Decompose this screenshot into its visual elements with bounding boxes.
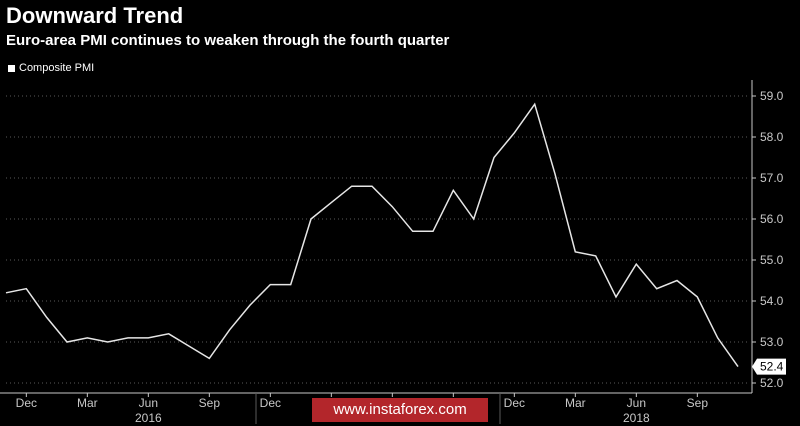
x-tick-label: Jun (627, 396, 646, 410)
y-tick-label: 56.0 (760, 212, 784, 226)
x-tick-label: Jun (139, 396, 158, 410)
y-tick-label: 53.0 (760, 335, 784, 349)
x-tick-label: Mar (77, 396, 98, 410)
y-tick-label: 58.0 (760, 130, 784, 144)
y-tick-label: 59.0 (760, 89, 784, 103)
y-tick-label: 57.0 (760, 171, 784, 185)
x-tick-label: Dec (504, 396, 525, 410)
series-line-composite-pmi (5, 102, 739, 368)
legend-swatch-composite-pmi (8, 64, 15, 72)
y-tick-label: 54.0 (760, 294, 784, 308)
last-value-callout (752, 358, 786, 375)
series-layer (5, 102, 739, 368)
x-tick-label: Mar (565, 396, 586, 410)
x-year-label: 2016 (135, 411, 162, 425)
x-tick-label: Dec (16, 396, 37, 410)
x-tick-label: Sep (199, 396, 221, 410)
last-value-label: 52.4 (760, 360, 784, 374)
chart-subtitle: Euro-area PMI continues to weaken throug… (6, 32, 450, 49)
x-tick-label: Dec (260, 396, 281, 410)
chart-title: Downward Trend (6, 3, 184, 28)
axis-labels: 52.0 53.0 54.0 55.0 56.0 57.0 58.0 59.0 Dec Mar Ju… (16, 89, 786, 425)
y-tick-label: 55.0 (760, 253, 784, 267)
watermark-banner: www.instaforex.com (312, 398, 488, 422)
x-tick-label: Sep (687, 396, 709, 410)
y-tick-label: 52.0 (760, 376, 784, 390)
x-year-label: 2018 (623, 411, 650, 425)
axes (0, 80, 756, 424)
chart-legend: Composite PMI (8, 60, 94, 76)
legend-label-composite-pmi: Composite PMI (19, 62, 95, 74)
